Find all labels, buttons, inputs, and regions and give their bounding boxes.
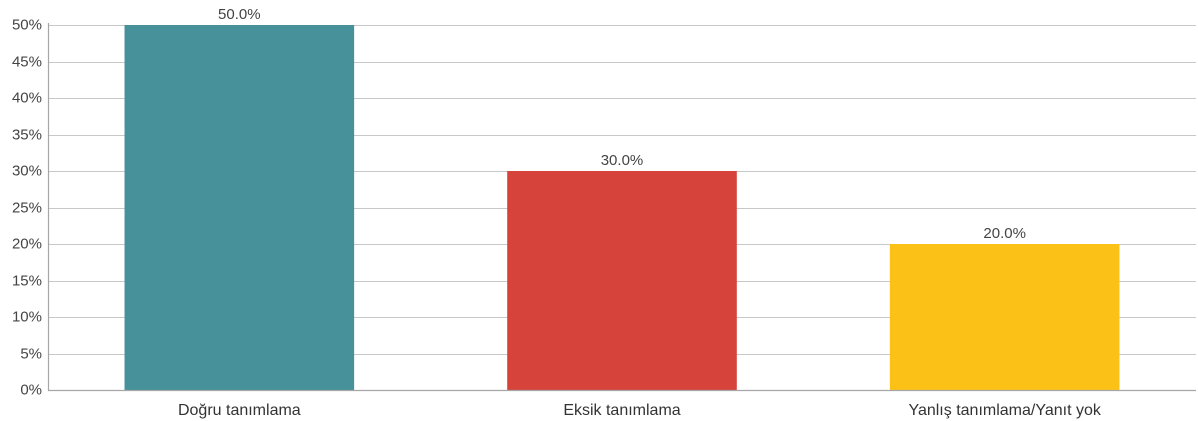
y-tick-label: 0% [20, 381, 42, 398]
bar [507, 171, 737, 390]
y-tick-label: 45% [12, 53, 42, 70]
data-label: 50.0% [218, 6, 261, 23]
axes: 0% 5% 10% 15% 20% 25% 30% 35% 40% 45% 50% [12, 16, 1196, 398]
y-tick-label: 50% [12, 16, 42, 33]
y-tick-label: 30% [12, 162, 42, 179]
y-tick-label: 10% [12, 308, 42, 325]
x-category-label: Eksik tanımlama [563, 402, 680, 419]
bar [889, 244, 1120, 390]
data-label: 20.0% [983, 225, 1026, 242]
x-category-label: Doğru tanımlama [178, 402, 301, 419]
y-tick-label: 20% [12, 235, 42, 252]
bar [124, 25, 355, 390]
y-tick-label: 5% [20, 345, 42, 362]
y-tick-label: 25% [12, 199, 42, 216]
x-category-label: Yanlış tanımlama/Yanıt yok [908, 402, 1101, 419]
bars [124, 25, 1120, 390]
y-tick-label: 15% [12, 272, 42, 289]
y-tick-label: 35% [12, 126, 42, 143]
y-tick-label: 40% [12, 89, 42, 106]
labels: 50.0% Doğru tanımlama 30.0% Eksik tanımlama… [178, 6, 1102, 419]
data-label: 30.0% [601, 152, 644, 169]
